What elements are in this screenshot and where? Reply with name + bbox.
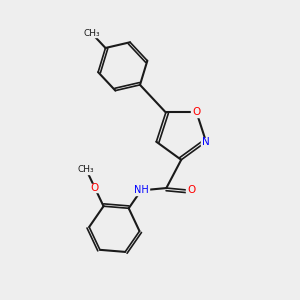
Text: O: O: [188, 185, 196, 195]
Bar: [83, 29, 100, 38]
Bar: [90, 184, 100, 192]
Bar: [186, 186, 197, 195]
Bar: [77, 166, 95, 174]
Text: CH₃: CH₃: [83, 29, 100, 38]
Text: N: N: [202, 137, 210, 147]
Text: O: O: [91, 183, 99, 193]
Text: CH₃: CH₃: [78, 165, 94, 174]
Bar: [133, 186, 149, 195]
Text: NH: NH: [134, 185, 148, 195]
Bar: [201, 138, 211, 146]
Bar: [191, 108, 202, 117]
Text: O: O: [193, 107, 201, 118]
